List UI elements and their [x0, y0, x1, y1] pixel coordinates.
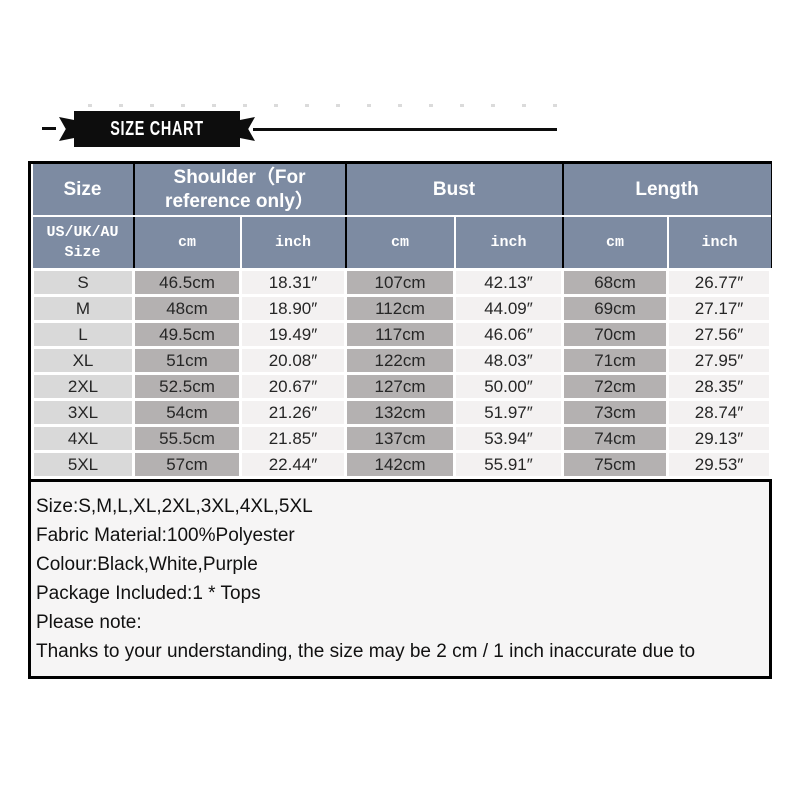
measurement-cell: 132cm	[344, 398, 456, 427]
measurement-cell: 69cm	[561, 294, 670, 323]
measurement-cell: 117cm	[344, 320, 456, 349]
measurement-cell: 46.5cm	[132, 268, 242, 297]
size-cell: 3XL	[31, 398, 135, 427]
measurement-cell: 57cm	[132, 450, 242, 479]
ribbon-tail-left-icon	[59, 117, 76, 141]
measurement-cell: 53.94″	[452, 424, 565, 453]
banner-rule-line	[253, 128, 557, 131]
size-chart-container: Size Shoulder（For reference only） Bust L…	[28, 161, 773, 679]
note-line: Please note:	[36, 612, 142, 633]
measurement-cell: 72cm	[561, 372, 670, 401]
unit-header-row: US/UK/AU Size cm inch cm inch cm inch	[32, 216, 771, 270]
column-header-length: Length	[561, 164, 771, 217]
measurement-cell: 42.13″	[452, 268, 565, 297]
measurement-cell: 68cm	[561, 268, 670, 297]
measurement-cell: 44.09″	[452, 294, 565, 323]
measurement-cell: 27.56″	[666, 320, 773, 349]
size-cell: L	[31, 320, 135, 349]
measurement-cell: 27.95″	[666, 346, 773, 375]
measurement-cell: 50.00″	[452, 372, 565, 401]
measurement-cell: 107cm	[344, 268, 456, 297]
measurement-cell: 51.97″	[452, 398, 565, 427]
subheader-shoulder-inch: inch	[239, 216, 346, 270]
measurement-cell: 51cm	[132, 346, 242, 375]
table-header: Size Shoulder（For reference only） Bust L…	[32, 164, 771, 270]
notes: Size:S,M,L,XL,2XL,3XL,4XL,5XL Fabric Mate…	[31, 479, 769, 676]
table-row: 5XL 57cm 22.44″ 142cm 55.91″ 75cm 29.53″	[31, 450, 773, 479]
column-header-shoulder: Shoulder（For reference only）	[132, 164, 346, 217]
measurement-cell: 48cm	[132, 294, 242, 323]
banner-title: SIZE CHART	[110, 117, 204, 140]
group-header-row: Size Shoulder（For reference only） Bust L…	[32, 164, 771, 217]
note-line: Thanks to your understanding, the size m…	[36, 641, 696, 662]
size-cell: 2XL	[31, 372, 135, 401]
table-row: S 46.5cm 18.31″ 107cm 42.13″ 68cm 26.77″	[31, 268, 773, 297]
measurement-cell: 49.5cm	[132, 320, 242, 349]
subheader-bust-cm: cm	[344, 216, 455, 270]
size-cell: XL	[31, 346, 135, 375]
table-row: M 48cm 18.90″ 112cm 44.09″ 69cm 27.17″	[31, 294, 773, 323]
measurement-cell: 54cm	[132, 398, 242, 427]
table-row: 4XL 55.5cm 21.85″ 137cm 53.94″ 74cm 29.13″	[31, 424, 773, 453]
table-row: 2XL 52.5cm 20.67″ 127cm 50.00″ 72cm 28.35″	[31, 372, 773, 401]
table-row: XL 51cm 20.08″ 122cm 48.03″ 71cm 27.95″	[31, 346, 773, 375]
size-cell: 5XL	[31, 450, 135, 479]
measurement-cell: 75cm	[561, 450, 670, 479]
measurement-cell: 55.5cm	[132, 424, 242, 453]
note-line: Size:S,M,L,XL,2XL,3XL,4XL,5XL	[36, 496, 313, 517]
table-row: 3XL 54cm 21.26″ 132cm 51.97″ 73cm 28.74″	[31, 398, 773, 427]
measurement-cell: 73cm	[561, 398, 670, 427]
measurement-cell: 127cm	[344, 372, 456, 401]
measurement-cell: 137cm	[344, 424, 456, 453]
ribbon-tail-right-icon	[238, 117, 255, 141]
size-chart-banner: SIZE CHART	[74, 111, 240, 147]
banner-dash	[42, 127, 56, 130]
subheader-length-cm: cm	[561, 216, 668, 270]
measurement-cell: 21.85″	[239, 424, 347, 453]
measurement-cell: 46.06″	[452, 320, 565, 349]
measurement-cell: 28.35″	[666, 372, 773, 401]
measurement-cell: 26.77″	[666, 268, 773, 297]
measurement-cell: 70cm	[561, 320, 670, 349]
subheader-bust-inch: inch	[453, 216, 563, 270]
table-row: L 49.5cm 19.49″ 117cm 46.06″ 70cm 27.56″	[31, 320, 773, 349]
measurement-cell: 21.26″	[239, 398, 347, 427]
measurement-cell: 71cm	[561, 346, 670, 375]
column-header-size: Size	[32, 164, 134, 217]
measurement-cell: 74cm	[561, 424, 670, 453]
note-line: Package Included:1 * Tops	[36, 583, 261, 604]
column-header-bust: Bust	[344, 164, 563, 217]
note-line: Colour:Black,White,Purple	[36, 554, 258, 575]
measurement-cell: 18.31″	[239, 268, 347, 297]
size-cell: S	[31, 268, 135, 297]
measurement-cell: 27.17″	[666, 294, 773, 323]
measurement-cell: 48.03″	[452, 346, 565, 375]
measurement-cell: 142cm	[344, 450, 456, 479]
subheader-size-standard: US/UK/AU Size	[32, 216, 134, 270]
measurement-cell: 20.08″	[239, 346, 347, 375]
measurement-cell: 55.91″	[452, 450, 565, 479]
measurement-cell: 28.74″	[666, 398, 773, 427]
note-line: Fabric Material:100%Polyester	[36, 525, 295, 546]
subheader-length-inch: inch	[666, 216, 771, 270]
size-table: Size Shoulder（For reference only） Bust L…	[31, 164, 773, 479]
size-cell: M	[31, 294, 135, 323]
subheader-shoulder-cm: cm	[132, 216, 241, 270]
dotted-decoration	[88, 104, 566, 107]
measurement-cell: 29.13″	[666, 424, 773, 453]
size-table-body: S 46.5cm 18.31″ 107cm 42.13″ 68cm 26.77″ M 48cm 1…	[31, 268, 773, 479]
measurement-cell: 18.90″	[239, 294, 347, 323]
measurement-cell: 52.5cm	[132, 372, 242, 401]
size-cell: 4XL	[31, 424, 135, 453]
measurement-cell: 20.67″	[239, 372, 347, 401]
measurement-cell: 29.53″	[666, 450, 773, 479]
measurement-cell: 112cm	[344, 294, 456, 323]
measurement-cell: 122cm	[344, 346, 456, 375]
measurement-cell: 22.44″	[239, 450, 347, 479]
measurement-cell: 19.49″	[239, 320, 347, 349]
